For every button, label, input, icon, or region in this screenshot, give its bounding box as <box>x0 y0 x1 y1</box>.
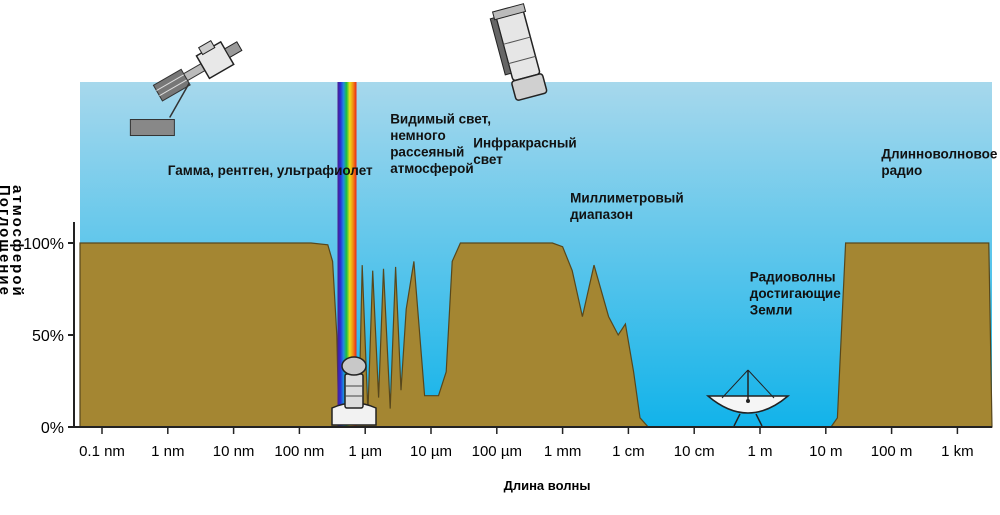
x-tick-label: 10 cm <box>674 443 715 460</box>
y-axis-label-line-2: атмосферой <box>9 185 26 298</box>
y-axis-label: Поглощение атмосферой <box>0 185 26 430</box>
x-tick-label: 1 m <box>747 443 772 460</box>
annotation-label: Инфракрасный свет <box>473 135 576 167</box>
x-tick-label: 1 km <box>941 443 974 460</box>
annotation-label: Длинноволновое радио <box>881 146 997 178</box>
x-tick-label: 100 µm <box>472 443 522 460</box>
y-tick-label: 0% <box>41 420 64 437</box>
x-tick-label: 1 mm <box>544 443 582 460</box>
x-tick-label: 10 nm <box>213 443 255 460</box>
x-tick-label: 1 cm <box>612 443 645 460</box>
x-tick-label: 1 nm <box>151 443 184 460</box>
y-ticks: 100% 50% 0% <box>23 236 74 437</box>
space-telescope-icon <box>489 3 548 101</box>
x-tick-label: 1 µm <box>348 443 382 460</box>
x-ticks: 0.1 nm 1 nm 10 nm 100 nm 1 µm 10 µm 100 µm 1 mm… <box>79 427 974 460</box>
absorption-area <box>79 242 993 428</box>
x-tick-label: 100 nm <box>274 443 324 460</box>
satellite-icon <box>129 39 243 137</box>
x-tick-label: 0.1 nm <box>79 443 125 460</box>
annotation-label: Видимый свет, немного рассеяный атмосферой <box>390 111 491 175</box>
x-axis-label: Длина волны <box>504 478 591 493</box>
annotation-label: Гамма, рентген, ультрафиолет <box>168 163 373 178</box>
y-tick-label: 100% <box>23 236 64 253</box>
annotations: Гамма, рентген, ультрафиолет Видимый свет… <box>168 111 998 317</box>
annotation-label: Радиоволны достигающие Земли <box>750 270 841 318</box>
y-tick-label: 50% <box>32 328 64 345</box>
annotation-label: Миллиметровый диапазон <box>570 191 684 223</box>
ground-telescope-icon <box>331 356 377 426</box>
x-tick-label: 10 µm <box>410 443 452 460</box>
radio-dish-icon <box>705 369 791 427</box>
visible-light-band <box>337 82 357 427</box>
x-tick-label: 10 m <box>809 443 842 460</box>
x-tick-label: 100 m <box>871 443 913 460</box>
y-axis-label-line-1: Поглощение <box>0 185 13 297</box>
